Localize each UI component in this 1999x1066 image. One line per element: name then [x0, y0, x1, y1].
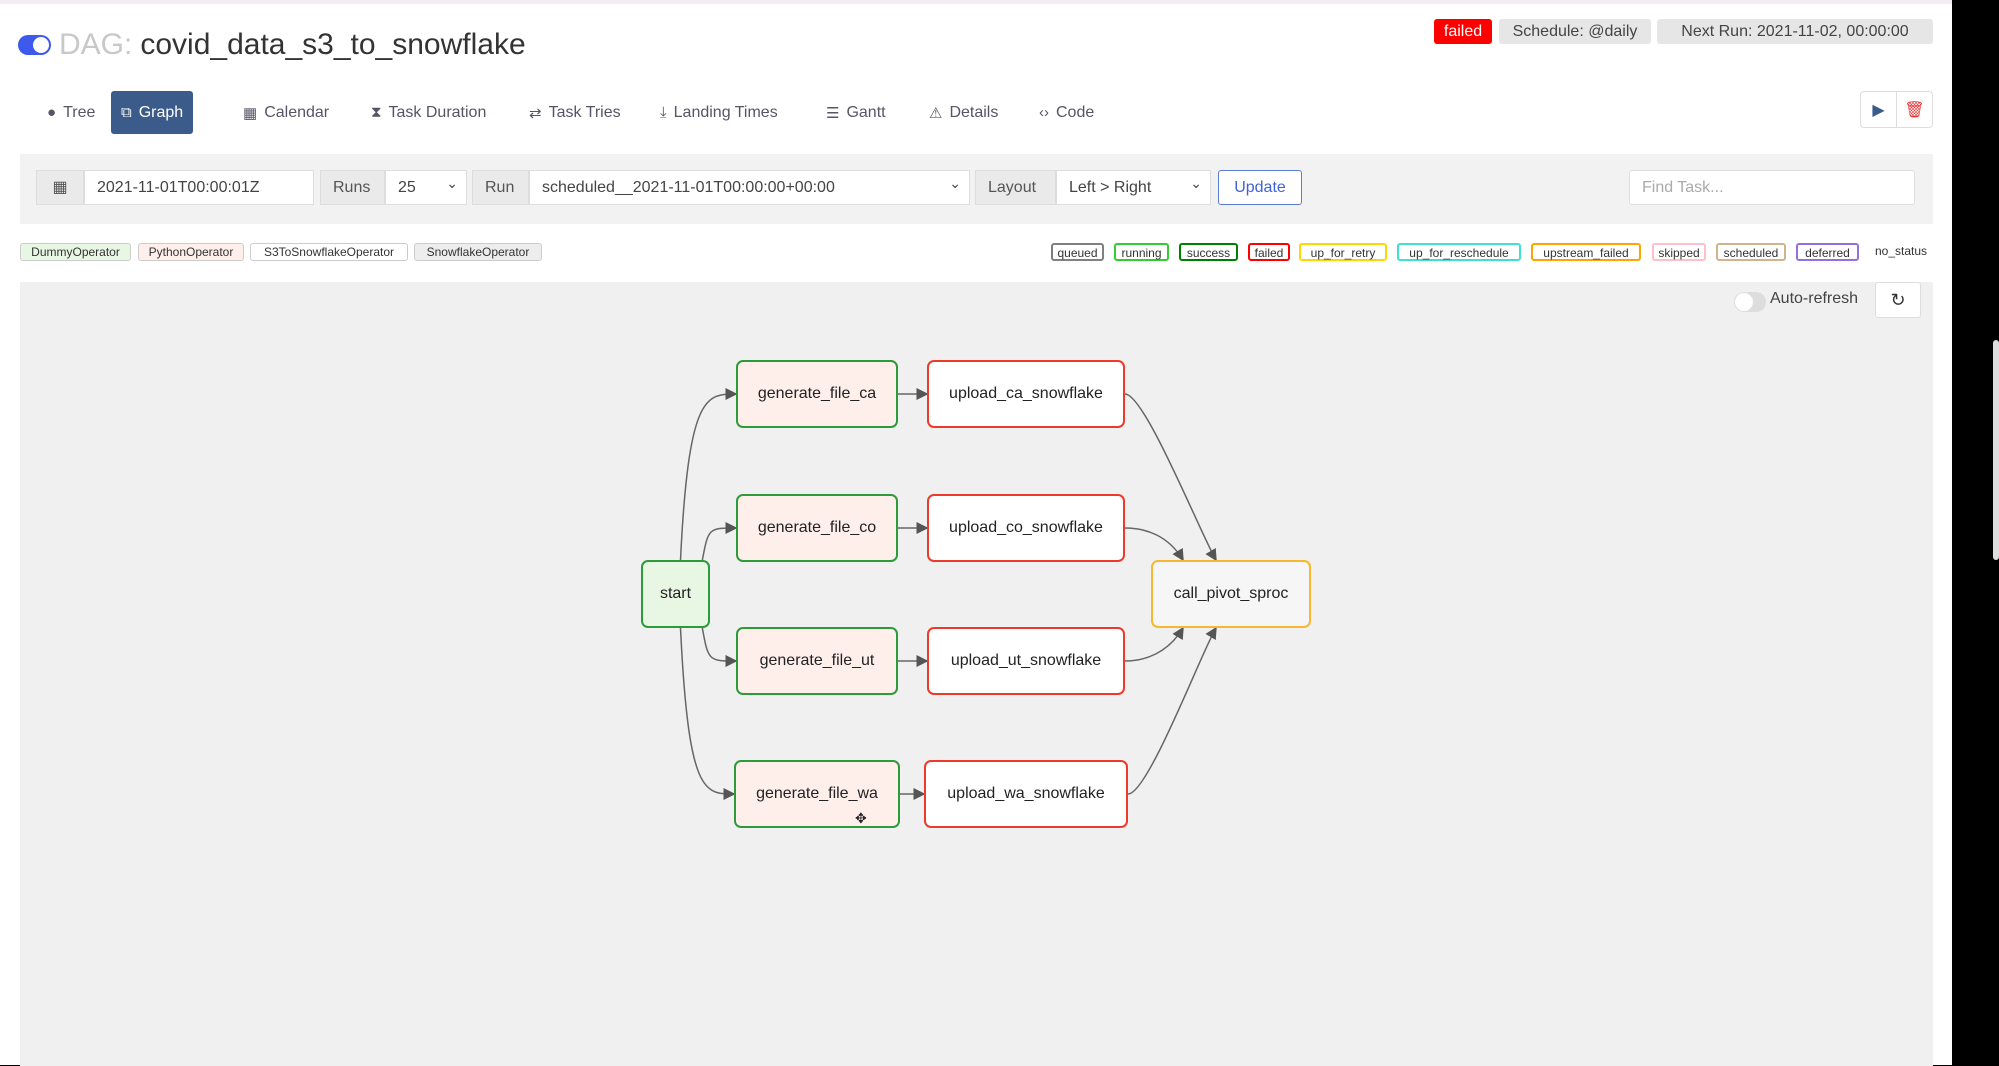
tab-label: Task Tries — [548, 103, 621, 121]
update-button[interactable]: Update — [1218, 170, 1302, 205]
runs-label: Runs — [320, 170, 385, 205]
task-node-generate-file-co[interactable]: generate_file_co — [736, 494, 898, 562]
state-legend-running[interactable]: running — [1114, 243, 1169, 261]
dag-pause-toggle[interactable] — [18, 35, 51, 55]
tab-label: Details — [949, 103, 999, 121]
warning-triangle-icon: ⚠ — [929, 104, 943, 122]
task-node-generate-file-wa[interactable]: generate_file_wa — [734, 760, 900, 828]
state-legend-up-for-retry[interactable]: up_for_retry — [1299, 243, 1387, 261]
graph-edges — [679, 388, 1217, 800]
edge-start-to-generate_file_co — [699, 522, 738, 571]
dag-name: covid_data_s3_to_snowflake — [140, 28, 526, 61]
tab-tree[interactable]: ● Tree — [37, 91, 105, 134]
tab-label: Task Duration — [388, 103, 487, 121]
state-legend-skipped[interactable]: skipped — [1652, 243, 1706, 261]
edge-start-to-generate_file_wa — [679, 627, 736, 800]
state-legend-failed[interactable]: failed — [1248, 243, 1290, 261]
task-node-upload-ca-snowflake[interactable]: upload_ca_snowflake — [927, 360, 1125, 428]
trash-icon[interactable]: 🗑 — [1896, 92, 1932, 127]
run-label: Run — [472, 170, 529, 205]
state-legend-no-status[interactable]: no_status — [1874, 244, 1928, 258]
tab-task-tries[interactable]: ⇄ Task Tries — [519, 91, 631, 134]
run-select[interactable]: scheduled__2021-11-01T00:00:00+00:00 — [529, 167, 970, 205]
airflow-page: DAG: covid_data_s3_to_snowflake failed S… — [0, 0, 1952, 1065]
state-legend-success[interactable]: success — [1179, 243, 1238, 261]
task-node-upload-wa-snowflake[interactable]: upload_wa_snowflake — [924, 760, 1128, 828]
play-icon[interactable]: ▶ — [1872, 101, 1885, 119]
tab-gantt[interactable]: ☰ Gantt — [816, 91, 896, 134]
edge-start-to-generate_file_ca — [679, 388, 738, 561]
base-date-input[interactable]: 2021-11-01T00:00:01Z — [84, 170, 314, 205]
task-node-call-pivot-sproc[interactable]: call_pivot_sproc — [1151, 560, 1311, 628]
tab-label: Graph — [138, 103, 184, 121]
dag-title: DAG: covid_data_s3_to_snowflake — [18, 28, 526, 62]
dag-prefix: DAG: — [59, 28, 133, 61]
edge-upload_ca_snowflake-to-call_pivot_sproc — [1124, 393, 1217, 562]
task-node-start[interactable]: start — [641, 560, 710, 628]
auto-refresh-toggle[interactable] — [1734, 292, 1766, 312]
auto-refresh-label: Auto-refresh — [1770, 290, 1859, 307]
task-node-generate-file-ut[interactable]: generate_file_ut — [736, 627, 898, 695]
runs-select[interactable]: 25 — [385, 167, 467, 205]
gantt-icon: ☰ — [826, 104, 840, 122]
state-legend-scheduled[interactable]: scheduled — [1716, 243, 1786, 261]
task-node-upload-co-snowflake[interactable]: upload_co_snowflake — [927, 494, 1125, 562]
hourglass-icon: ⧗ — [371, 104, 382, 121]
edge-start-to-generate_file_ut — [699, 617, 738, 667]
move-cursor-icon: ✥ — [855, 810, 867, 826]
schedule-badge: Schedule: @daily — [1499, 19, 1651, 44]
tab-label: Calendar — [264, 103, 330, 121]
scrollbar[interactable] — [1993, 340, 1999, 560]
tab-label: Code — [1056, 103, 1095, 121]
operator-legend-item[interactable]: PythonOperator — [138, 243, 244, 261]
layout-label: Layout — [975, 170, 1056, 205]
dag-actions: ▶ 🗑 — [1860, 91, 1933, 128]
state-legend-upstream-failed[interactable]: upstream_failed — [1531, 243, 1641, 261]
tab-details[interactable]: ⚠ Details — [919, 91, 1008, 134]
task-node-generate-file-ca[interactable]: generate_file_ca — [736, 360, 898, 428]
tab-graph[interactable]: ⧉ Graph — [111, 91, 194, 134]
task-node-upload-ut-snowflake[interactable]: upload_ut_snowflake — [927, 627, 1125, 695]
operator-legend-item[interactable]: S3ToSnowflakeOperator — [250, 243, 408, 261]
refresh-icon[interactable]: ↻ — [1875, 282, 1921, 318]
landing-icon: ⤓ — [660, 104, 667, 121]
edge-upload_ut_snowflake-to-call_pivot_sproc — [1124, 626, 1184, 662]
tab-task-duration[interactable]: ⧗ Task Duration — [361, 91, 496, 134]
calendar-icon: ▦ — [243, 104, 258, 122]
state-legend-deferred[interactable]: deferred — [1796, 243, 1859, 261]
tab-label: Gantt — [846, 103, 886, 121]
tab-calendar[interactable]: ▦ Calendar — [233, 91, 339, 134]
next-run-badge: Next Run: 2021-11-02, 00:00:00 — [1657, 19, 1933, 44]
calendar-icon[interactable]: ▦ — [36, 170, 84, 205]
find-task-input[interactable]: Find Task... — [1629, 170, 1915, 205]
tab-label: Tree — [63, 103, 96, 121]
state-legend-up-for-reschedule[interactable]: up_for_reschedule — [1397, 243, 1521, 261]
layout-select[interactable]: Left > Right — [1056, 167, 1211, 205]
tab-label: Landing Times — [673, 103, 778, 121]
tab-code[interactable]: ‹› Code — [1029, 91, 1104, 134]
operator-legend-item[interactable]: DummyOperator — [20, 243, 131, 261]
tab-landing-times[interactable]: ⤓ Landing Times — [650, 91, 788, 134]
operator-legend-item[interactable]: SnowflakeOperator — [414, 243, 542, 261]
state-legend-queued[interactable]: queued — [1051, 243, 1104, 261]
edge-upload_co_snowflake-to-call_pivot_sproc — [1124, 527, 1184, 562]
code-icon: ‹› — [1039, 104, 1049, 121]
retry-icon: ⇄ — [529, 104, 542, 122]
dag-status-badge: failed — [1434, 19, 1492, 44]
graph-icon: ⧉ — [121, 104, 132, 121]
edge-upload_wa_snowflake-to-call_pivot_sproc — [1127, 626, 1217, 795]
tree-icon: ● — [47, 104, 57, 121]
